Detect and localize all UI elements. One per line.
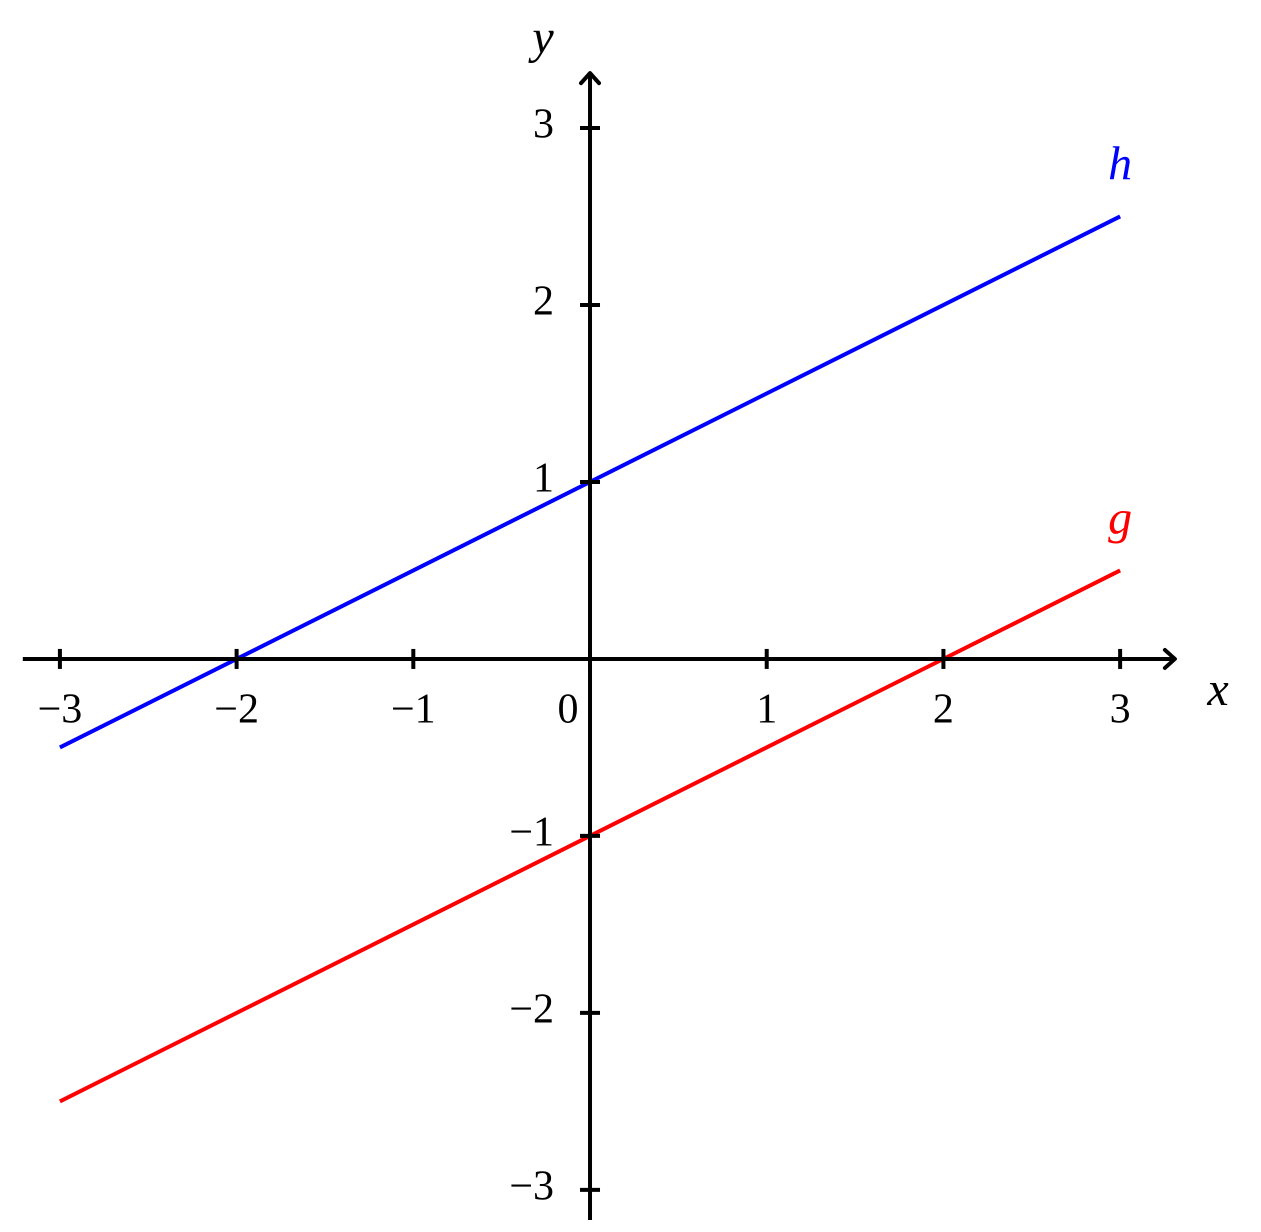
series-label: g [1108, 491, 1132, 544]
x-tick-label: 0 [558, 687, 579, 733]
x-tick-label: −2 [214, 687, 259, 733]
y-tick-label: 3 [533, 102, 554, 148]
y-tick-label: −3 [509, 1164, 554, 1210]
x-tick-label: 3 [1110, 687, 1131, 733]
y-tick-label: −1 [509, 810, 554, 856]
x-axis-label: x [1206, 663, 1228, 716]
y-axis-arrow [579, 71, 602, 86]
y-axis-label: y [527, 11, 554, 64]
x-tick-label: 1 [756, 687, 777, 733]
x-tick-label: −1 [391, 687, 436, 733]
x-tick-label: 2 [933, 687, 954, 733]
y-tick-label: 2 [533, 279, 554, 325]
y-tick-label: 1 [533, 456, 554, 502]
series-label: h [1108, 137, 1132, 190]
x-axis-arrow [1162, 647, 1177, 670]
x-tick-label: −3 [38, 687, 83, 733]
y-tick-label: −2 [509, 987, 554, 1033]
